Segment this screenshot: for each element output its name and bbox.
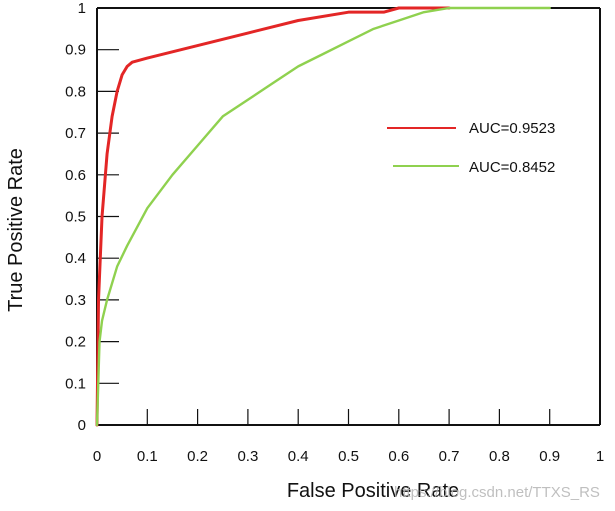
y-tick-label: 0 xyxy=(78,417,86,434)
x-tick-label: 0.8 xyxy=(489,448,510,465)
x-tick-label: 0.4 xyxy=(288,448,309,465)
x-tick-label: 0.2 xyxy=(187,448,208,465)
legend-label-auc-0-9523: AUC=0.9523 xyxy=(469,120,555,137)
y-axis-title: True Positive Rate xyxy=(5,148,27,312)
y-tick-label: 0.4 xyxy=(65,250,86,267)
tick-layer: 0 0.1 0.2 0.3 0.4 0.5 0.6 0.7 0.8 0.9 1 0 0.1 0.2 0.3 0… xyxy=(65,0,604,465)
legend: AUC=0.9523 AUC=0.8452 xyxy=(387,120,555,176)
y-tick-label: 0.1 xyxy=(65,375,86,392)
y-tick-label: 0.5 xyxy=(65,209,86,226)
x-tick-label: 0.5 xyxy=(338,448,359,465)
y-tick-label: 0.9 xyxy=(65,42,86,59)
y-tick-label: 0.8 xyxy=(65,83,86,100)
x-axis-title: False Positive Rate xyxy=(287,480,459,502)
roc-series-green-line xyxy=(95,6,551,427)
x-tick-label: 0.7 xyxy=(439,448,460,465)
axes-layer xyxy=(96,7,601,426)
y-tick-label: 0.7 xyxy=(65,125,86,142)
x-tick-label: 1 xyxy=(596,448,604,465)
x-tick-label: 0.6 xyxy=(388,448,409,465)
y-tick-label: 1 xyxy=(78,0,86,17)
x-tick-label: 0.9 xyxy=(539,448,560,465)
watermark-text: https://blog.csdn.net/TTXS_RS xyxy=(394,484,600,501)
x-tick-label: 0 xyxy=(93,448,101,465)
legend-label-auc-0-8452: AUC=0.8452 xyxy=(469,159,555,176)
y-tick-label: 0.6 xyxy=(65,167,86,184)
y-tick-label: 0.2 xyxy=(65,334,86,351)
y-tick-label: 0.3 xyxy=(65,292,86,309)
roc-series-red-line xyxy=(95,6,451,427)
series-layer xyxy=(95,6,551,427)
x-tick-label: 0.1 xyxy=(137,448,158,465)
x-tick-label: 0.3 xyxy=(237,448,258,465)
